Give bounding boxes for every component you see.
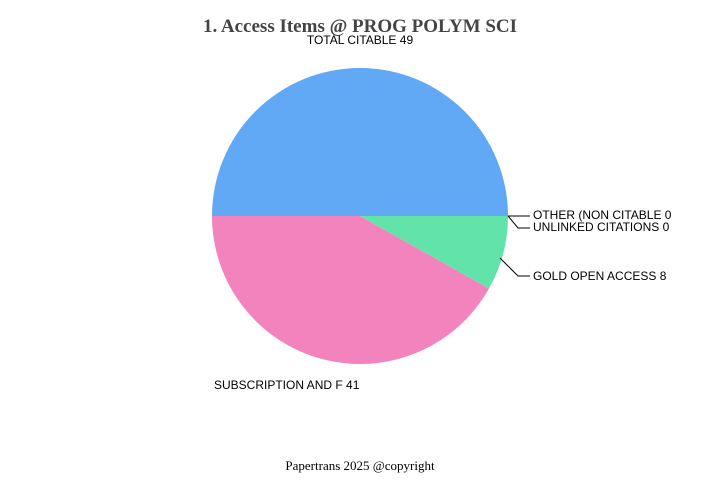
leader-line-unlinked <box>507 215 530 229</box>
label-total-citable: TOTAL CITABLE 49 <box>307 33 414 47</box>
leader-line-gold <box>499 257 530 277</box>
label-other-non-citable: OTHER (NON CITABLE 0 <box>533 208 672 222</box>
slice-total-citable <box>212 68 508 216</box>
label-gold-open-access: GOLD OPEN ACCESS 8 <box>533 269 667 283</box>
label-unlinked-citations: UNLINKED CITATIONS 0 <box>533 220 670 234</box>
label-subscription-and-f: SUBSCRIPTION AND F 41 <box>214 378 360 392</box>
chart-title: 1. Access Items @ PROG POLYM SCI <box>202 16 518 37</box>
footer-copyright: Papertrans 2025 @copyright <box>285 458 435 473</box>
slice-gold-open-access <box>360 216 508 289</box>
slice-subscription-and-f <box>212 216 489 365</box>
